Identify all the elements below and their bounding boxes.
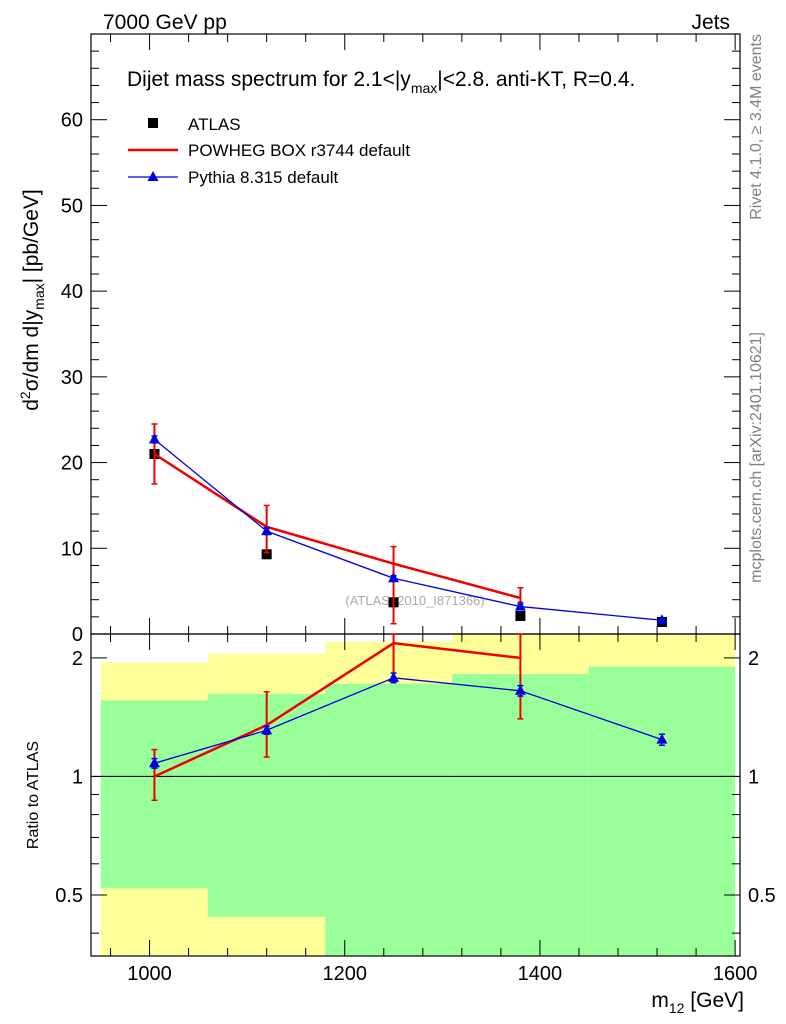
band-green-3 — [452, 674, 589, 956]
main-pythia-point — [514, 600, 526, 611]
x-tick-label: 1200 — [322, 963, 367, 985]
ratio-pythia-point — [388, 671, 400, 682]
main-ytick-label: 0 — [72, 624, 83, 646]
legend-powheg-label: POWHEG BOX r3744 default — [188, 141, 410, 160]
main-atlas-point — [515, 611, 526, 621]
ratio-frame — [90, 633, 741, 957]
legend: ATLAS POWHEG BOX r3744 default Pythia 8.… — [128, 115, 410, 187]
legend-pythia-label: Pythia 8.315 default — [188, 168, 339, 187]
main-y-axis-label: d2σ/dm d|ymax| [pb/GeV] — [17, 189, 47, 411]
main-pythia-point — [261, 525, 273, 536]
ratio-bands — [100, 634, 736, 956]
legend-atlas-marker — [148, 118, 158, 128]
main-pythia-point — [148, 433, 160, 444]
axis-ticks — [91, 33, 740, 956]
header-left: 7000 GeV pp — [103, 11, 227, 34]
ratio-powheg-line — [153, 641, 521, 778]
ratio-ytick-label-left: 0.5 — [55, 885, 83, 907]
main-ytick-label: 60 — [61, 110, 83, 132]
ratio-ytick-label-right: 0.5 — [748, 885, 776, 907]
rivet-label: Rivet 4.1.0, ≥ 3.4M events — [748, 34, 765, 220]
ratio-pythia-point — [656, 733, 668, 744]
axis-tick-labels: 0 10 20 30 40 50 60 1000 1200 1400 1600 0.5 0.5 1 1 2 2 — [55, 110, 776, 985]
main-pythia-point — [388, 572, 400, 583]
ratio-ytick-label-left: 1 — [72, 766, 83, 788]
x-tick-label: 1000 — [127, 963, 172, 985]
main-ytick-label: 40 — [61, 281, 83, 303]
plot-title: Dijet mass spectrum for 2.1<|ymax|<2.8. … — [127, 68, 635, 96]
main-ytick-label: 30 — [61, 367, 83, 389]
x-tick-label: 1600 — [713, 963, 758, 985]
mcplots-label: mcplots.cern.ch [arXiv:2401.10621] — [748, 332, 765, 583]
ratio-ytick-label-right: 2 — [748, 648, 759, 670]
ratio-ytick-label-right: 1 — [748, 766, 759, 788]
main-ytick-label: 10 — [61, 538, 83, 560]
ratio-ytick-label-left: 2 — [72, 648, 83, 670]
x-tick-label: 1400 — [518, 963, 563, 985]
x-axis-label: m12 [GeV] — [651, 989, 744, 1016]
analysis-watermark: (ATLAS_2010_I871366) — [345, 593, 484, 608]
main-ytick-label: 20 — [61, 453, 83, 475]
ratio-pythia-point — [148, 757, 160, 768]
ratio-pythia-point — [514, 684, 526, 695]
header-right: Jets — [691, 11, 730, 34]
main-atlas-point — [261, 549, 272, 560]
main-panel-marks — [148, 423, 668, 627]
band-green-4 — [588, 666, 736, 956]
ratio-y-axis-label: Ratio to ATLAS — [25, 741, 42, 849]
main-powheg-line — [153, 452, 521, 600]
ratio-pythia-point — [261, 724, 273, 735]
main-pythia-point — [656, 614, 668, 625]
legend-atlas-label: ATLAS — [188, 115, 241, 134]
main-ytick-label: 50 — [61, 195, 83, 217]
band-green-2 — [325, 683, 453, 956]
ratio-panel-marks — [148, 633, 668, 802]
legend-pythia-marker — [147, 171, 159, 181]
